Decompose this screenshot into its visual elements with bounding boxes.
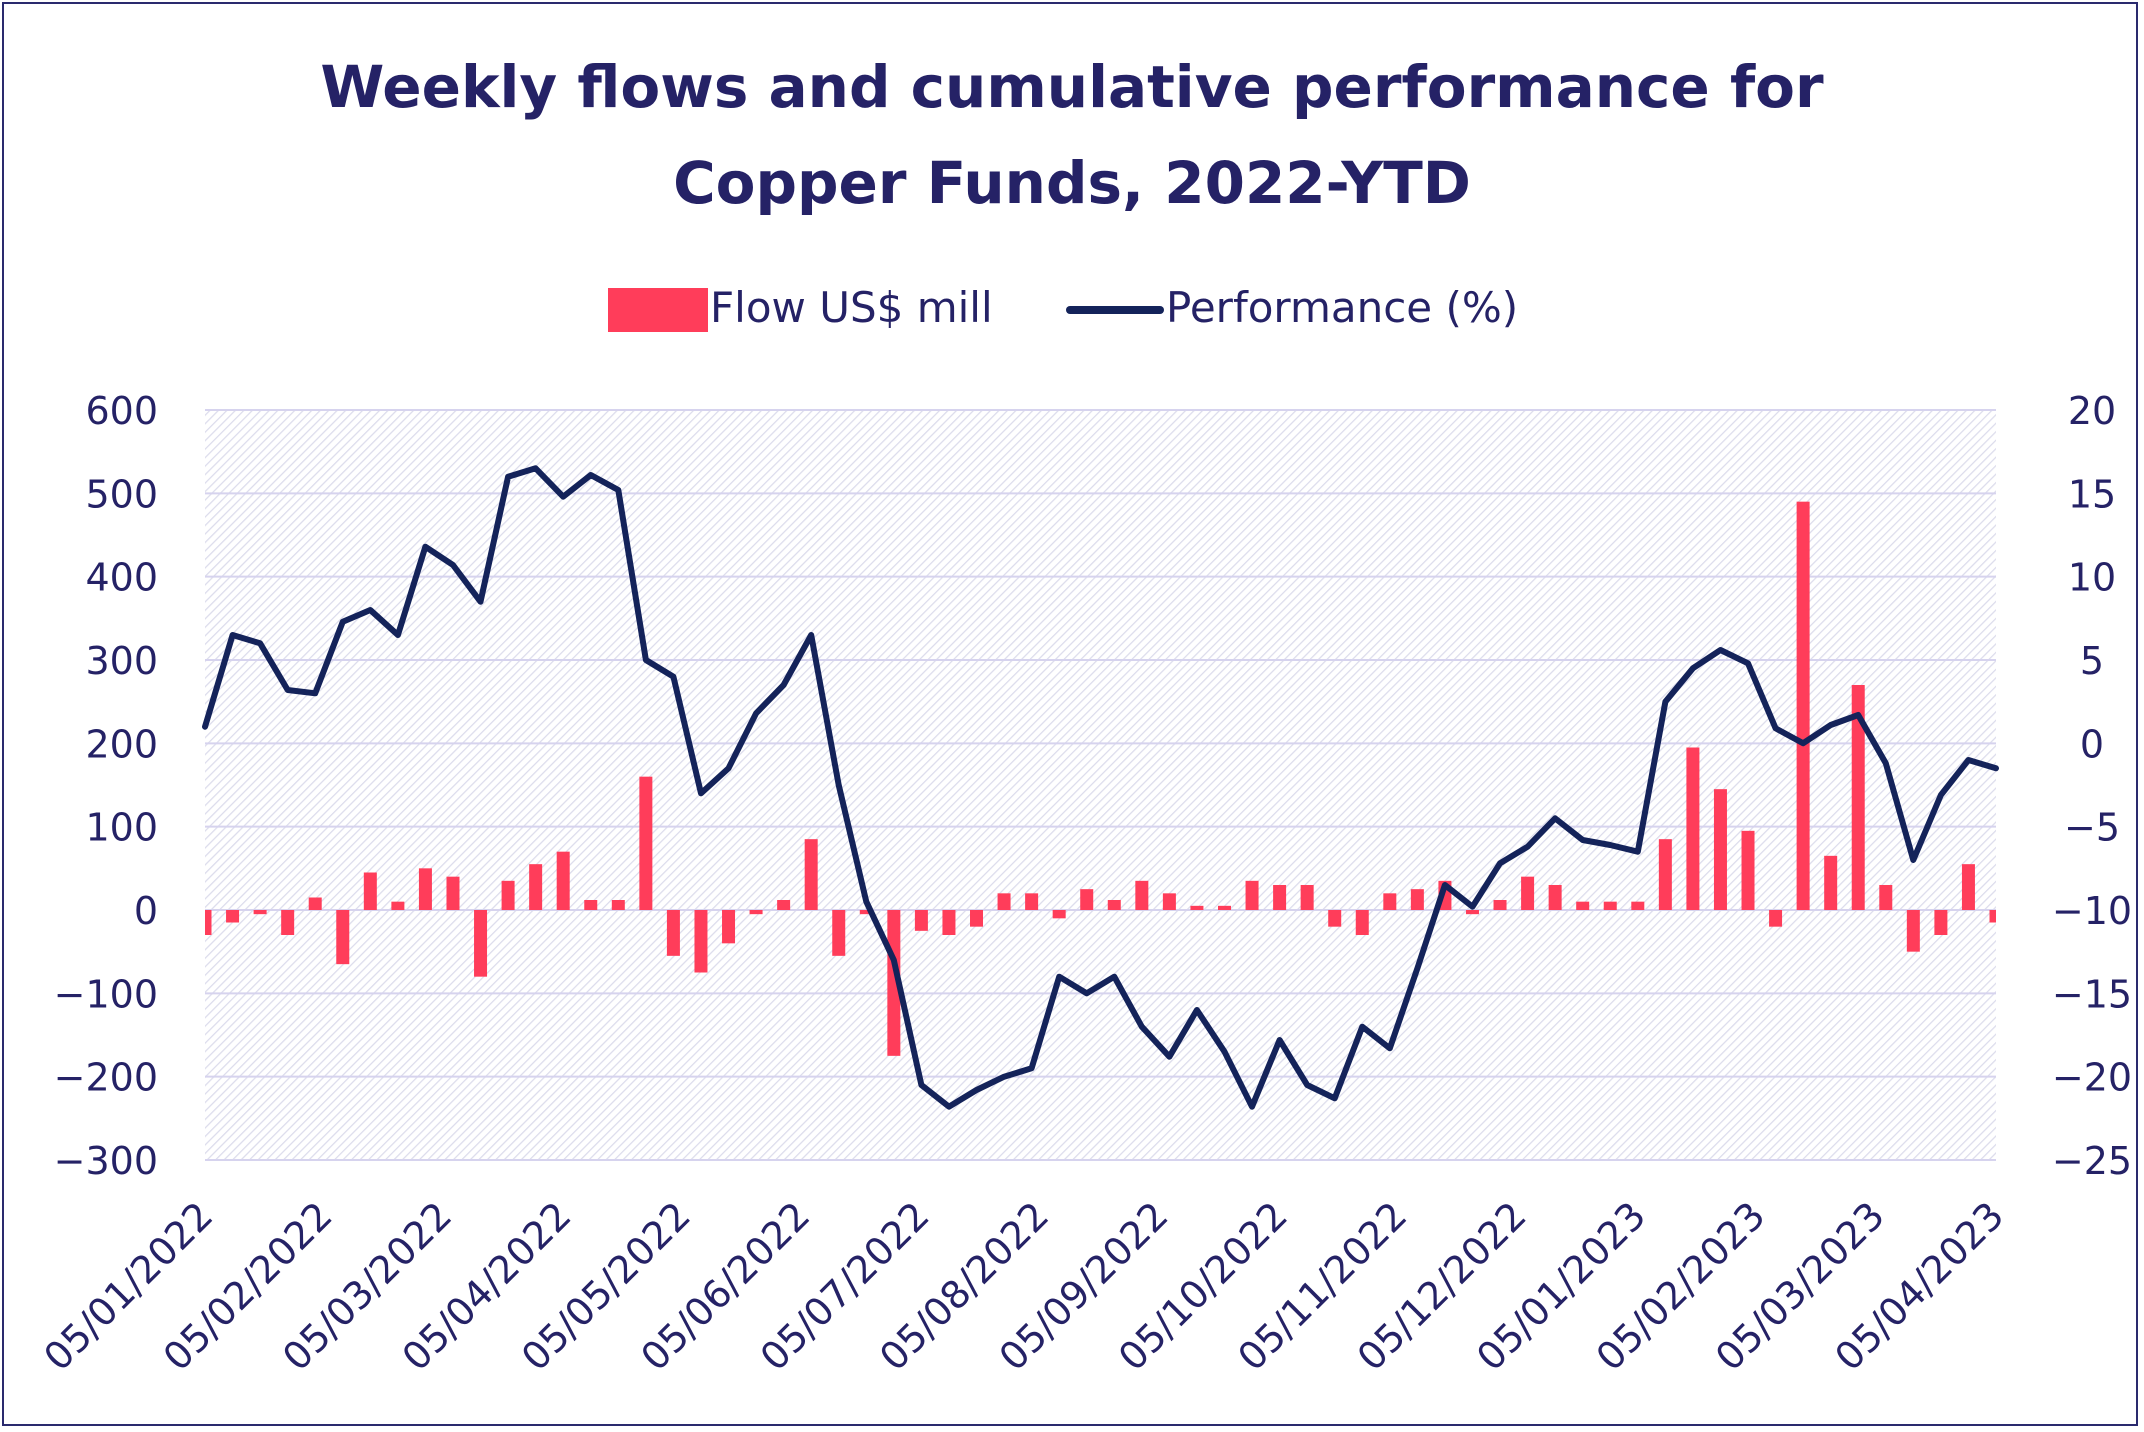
right-axis-tick-label: −25	[2052, 1139, 2132, 1183]
flow-bar	[529, 864, 543, 910]
flow-bar	[1576, 901, 1590, 910]
left-axis-tick-label: 0	[134, 889, 158, 933]
flow-bar	[1273, 885, 1287, 910]
flow-bar	[1493, 900, 1507, 910]
left-axis-tick-label: −300	[54, 1139, 158, 1183]
flow-bar	[1465, 910, 1479, 915]
flow-bar	[336, 910, 350, 965]
flow-bar	[1190, 905, 1204, 910]
flow-bar	[859, 910, 873, 915]
flow-bar	[501, 880, 515, 910]
flow-bar	[1686, 747, 1700, 910]
flow-bar	[1603, 901, 1617, 910]
flow-bar	[1107, 900, 1121, 910]
flow-bar	[1383, 893, 1397, 910]
right-axis-tick-label: −5	[2064, 806, 2120, 850]
flow-bar	[1025, 893, 1039, 910]
flow-bar	[1162, 893, 1176, 910]
flow-bar	[226, 910, 240, 923]
flow-bar	[611, 900, 625, 910]
performance-line	[202, 465, 1999, 1110]
plot-background	[205, 410, 1996, 1160]
flow-bar	[446, 876, 460, 910]
left-axis-tick-label: 200	[85, 722, 158, 766]
left-axis-tick-label: 500	[85, 472, 158, 516]
flow-bar	[1410, 889, 1424, 910]
flow-bar	[639, 776, 653, 910]
flow-bar	[1245, 880, 1259, 910]
flow-bar	[1934, 910, 1948, 935]
flow-bar	[1217, 905, 1231, 910]
flow-bar	[1135, 880, 1149, 910]
right-axis-tick-label: 5	[2080, 639, 2104, 683]
flow-bar	[1796, 501, 1810, 910]
legend-flow-swatch	[608, 288, 708, 332]
flow-bar	[1080, 889, 1094, 910]
flow-bar	[666, 910, 680, 956]
right-axis-tick-label: −15	[2052, 972, 2132, 1016]
flow-bar	[556, 851, 570, 910]
right-axis-tick-label: −20	[2052, 1056, 2132, 1100]
chart-title-line-2: Copper Funds, 2022-YTD	[673, 149, 1471, 217]
flow-bar	[804, 839, 818, 910]
flow-bar	[749, 910, 763, 915]
chart-title-line-1: Weekly flows and cumulative performance …	[320, 53, 1824, 121]
flow-bar	[1548, 885, 1562, 910]
right-axis-tick-label: 20	[2068, 389, 2116, 433]
flow-bar	[281, 910, 295, 935]
legend-flow-label: Flow US$ mill	[710, 283, 993, 332]
flow-bar	[308, 897, 322, 910]
flow-bar	[1631, 901, 1645, 910]
legend-performance-swatch	[1066, 306, 1164, 314]
flow-bar	[1052, 910, 1066, 919]
flow-bar	[1879, 885, 1893, 910]
flow-bar	[694, 910, 708, 973]
flow-bar	[997, 893, 1011, 910]
flow-bar	[832, 910, 846, 956]
flow-bar	[942, 910, 956, 935]
right-axis-tick-label: 10	[2068, 556, 2116, 600]
flow-bar	[722, 910, 736, 944]
flow-bar	[1355, 910, 1369, 935]
flow-bar	[1658, 839, 1672, 910]
flow-bar	[1300, 885, 1314, 910]
flow-bar	[391, 901, 405, 910]
flow-bar	[777, 900, 791, 910]
left-axis-tick-label: 100	[85, 806, 158, 850]
left-axis-tick-label: 600	[85, 389, 158, 433]
flow-bar	[1851, 685, 1865, 910]
flow-bar	[1521, 876, 1535, 910]
flow-bar	[1713, 789, 1727, 910]
flow-bar	[363, 872, 377, 910]
flow-bar	[474, 910, 488, 977]
flow-bar	[584, 900, 598, 910]
right-axis-tick-label: −10	[2052, 889, 2132, 933]
left-axis-tick-label: −100	[54, 972, 158, 1016]
flow-bar	[205, 910, 212, 935]
flow-bar	[1961, 864, 1975, 910]
legend-performance-label: Performance (%)	[1166, 283, 1519, 332]
flow-bar	[1989, 910, 1996, 923]
flow-bar	[1328, 910, 1342, 927]
right-axis-tick-label: 0	[2080, 722, 2104, 766]
flow-bar	[1741, 830, 1755, 910]
flow-bar	[970, 910, 984, 927]
left-axis-tick-label: −200	[54, 1056, 158, 1100]
flow-bar	[1824, 855, 1838, 910]
flow-bar	[1769, 910, 1783, 927]
flow-bar	[1906, 910, 1920, 952]
flow-bar	[418, 868, 432, 910]
left-axis-tick-label: 300	[85, 639, 158, 683]
flow-bar	[914, 910, 928, 931]
left-axis-tick-label: 400	[85, 556, 158, 600]
flow-bar	[253, 910, 267, 915]
right-axis-tick-label: 15	[2068, 472, 2116, 516]
